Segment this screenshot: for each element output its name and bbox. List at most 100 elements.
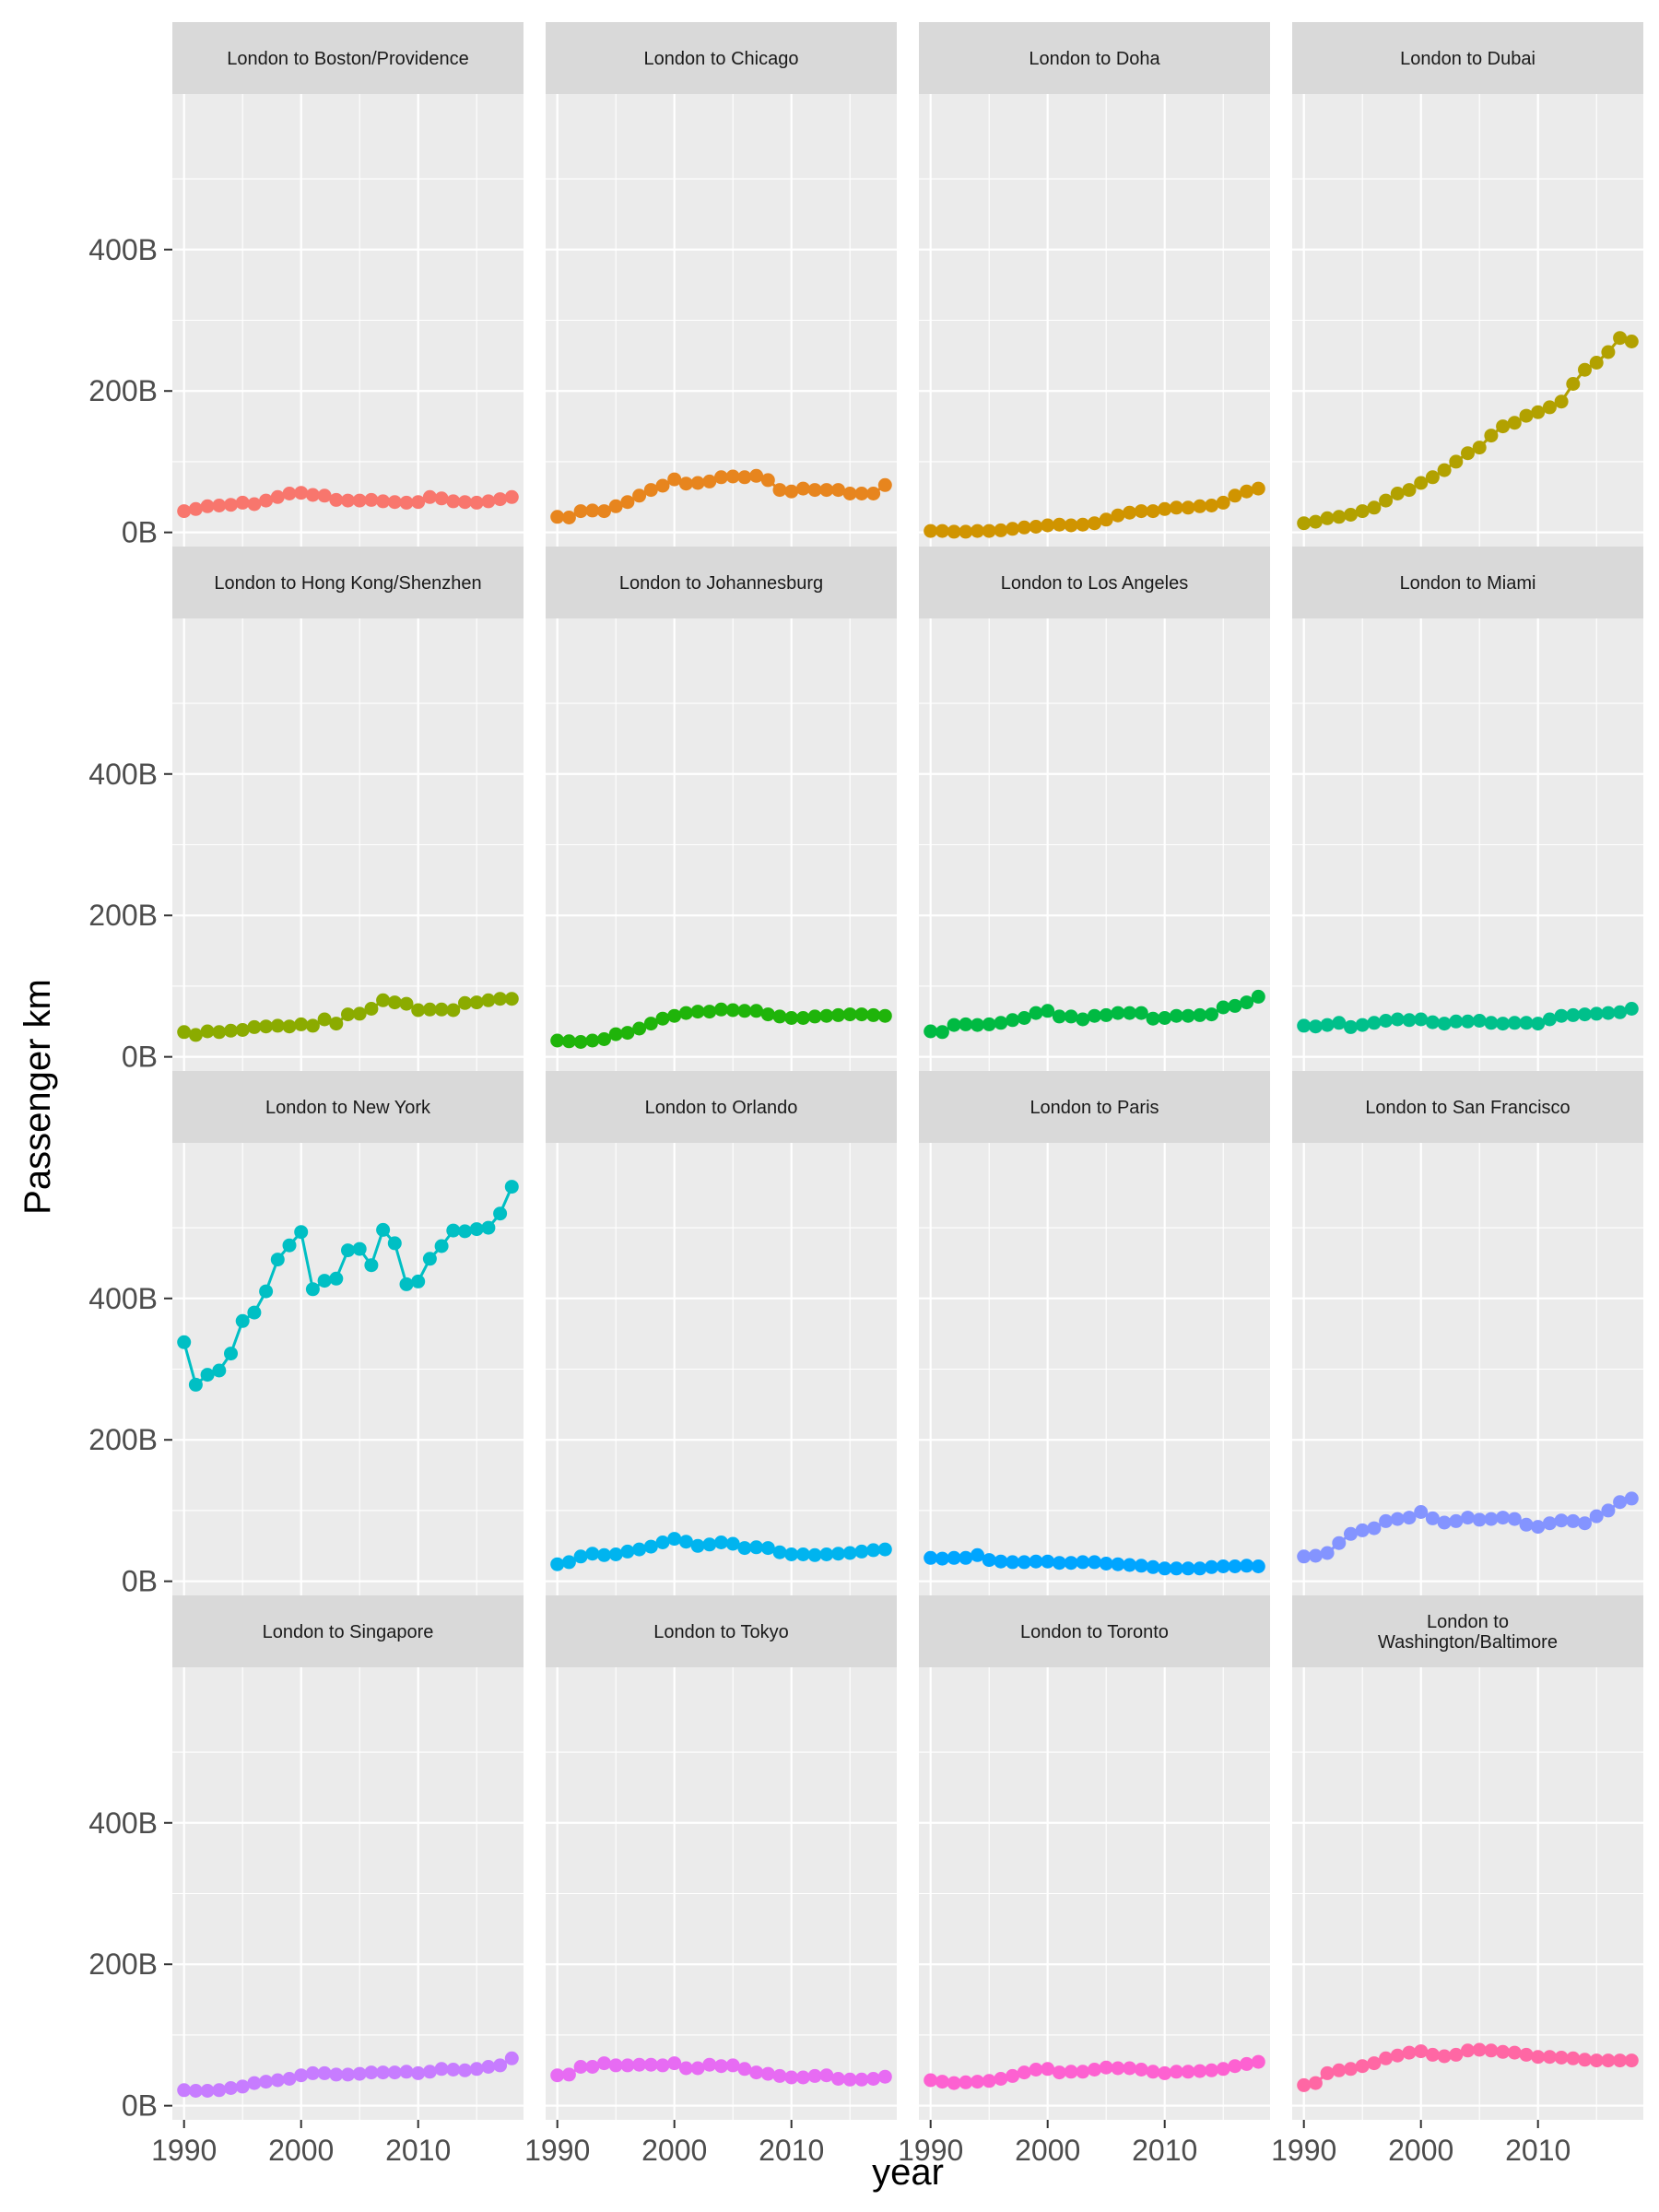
y-tick-label: 400B bbox=[88, 1806, 158, 1840]
data-point bbox=[1088, 2063, 1101, 2077]
data-point bbox=[690, 1538, 705, 1553]
data-point bbox=[667, 1532, 682, 1547]
data-point bbox=[1017, 1011, 1031, 1025]
facet-strip-label: London to Doha bbox=[1029, 49, 1160, 69]
data-point bbox=[831, 1007, 845, 1022]
data-point bbox=[212, 1025, 227, 1040]
data-point bbox=[411, 1274, 426, 1288]
data-point bbox=[550, 510, 565, 524]
data-point bbox=[935, 2075, 949, 2089]
data-point bbox=[1496, 419, 1511, 434]
data-point bbox=[1052, 1009, 1066, 1024]
facet-strip-label: London to Dubai bbox=[1400, 49, 1535, 69]
data-point bbox=[1169, 2065, 1183, 2079]
data-point bbox=[1437, 1515, 1452, 1530]
data-point bbox=[200, 2084, 215, 2098]
data-point bbox=[1169, 1561, 1183, 1576]
y-tick-label: 400B bbox=[88, 1282, 158, 1315]
data-point bbox=[200, 1024, 215, 1039]
data-point bbox=[1193, 2064, 1207, 2078]
x-axis: 1990 2000 2010 bbox=[898, 2120, 1197, 2167]
data-point bbox=[667, 1008, 682, 1023]
data-point bbox=[1355, 1523, 1370, 1537]
x-tick-label: 2000 bbox=[1015, 2134, 1080, 2167]
data-point bbox=[573, 1549, 588, 1564]
data-point bbox=[1052, 1556, 1066, 1571]
data-point bbox=[935, 1025, 949, 1040]
data-point bbox=[831, 2072, 845, 2086]
data-point bbox=[971, 2075, 984, 2089]
data-point bbox=[655, 1535, 670, 1549]
data-point bbox=[1181, 1561, 1195, 1576]
data-point bbox=[1390, 1512, 1405, 1526]
data-point bbox=[935, 524, 949, 538]
data-point bbox=[725, 469, 740, 484]
data-point bbox=[1425, 1015, 1440, 1030]
data-point bbox=[1578, 1007, 1592, 1022]
facet-strip bbox=[546, 22, 897, 94]
data-point bbox=[1531, 1520, 1546, 1535]
data-point bbox=[959, 524, 973, 539]
facet-strip-label: London to Boston/Providence bbox=[227, 49, 468, 69]
data-point bbox=[866, 2072, 881, 2086]
data-point bbox=[259, 1284, 274, 1299]
data-point bbox=[643, 483, 658, 498]
data-point bbox=[1320, 2065, 1335, 2080]
data-point bbox=[352, 1006, 367, 1021]
data-point bbox=[1496, 1511, 1511, 1525]
data-point bbox=[597, 1032, 611, 1046]
data-point bbox=[399, 495, 414, 510]
data-point bbox=[282, 1019, 297, 1034]
facet-strip bbox=[919, 547, 1270, 618]
data-point bbox=[1589, 1006, 1604, 1021]
data-point bbox=[632, 1021, 647, 1036]
data-point bbox=[329, 2067, 344, 2082]
data-point bbox=[678, 1006, 693, 1020]
data-point bbox=[1613, 2053, 1628, 2068]
data-point bbox=[1624, 1002, 1639, 1016]
data-point bbox=[819, 1547, 834, 1561]
x-tick-label: 2010 bbox=[1505, 2134, 1571, 2167]
data-point bbox=[819, 1008, 834, 1023]
data-point bbox=[411, 1003, 426, 1018]
data-point bbox=[842, 1546, 857, 1560]
facet-strip-label: London to Paris bbox=[1030, 1098, 1159, 1118]
data-point bbox=[737, 1541, 752, 1556]
facet-panel: London to Tokyo bbox=[546, 1595, 897, 2120]
data-point bbox=[1402, 1511, 1417, 1525]
data-point bbox=[760, 1541, 775, 1556]
data-point bbox=[924, 524, 938, 538]
data-point bbox=[866, 487, 881, 500]
data-point bbox=[994, 1016, 1008, 1030]
data-point bbox=[1390, 2048, 1405, 2063]
data-point bbox=[1484, 1512, 1499, 1526]
data-point bbox=[1461, 1014, 1475, 1029]
data-point bbox=[1542, 2050, 1557, 2065]
data-point bbox=[317, 2065, 332, 2080]
data-point bbox=[422, 2065, 437, 2079]
x-axis: 1990 2000 2010 bbox=[524, 2120, 824, 2167]
data-point bbox=[854, 487, 869, 500]
data-point bbox=[1472, 441, 1487, 455]
data-point bbox=[1367, 1016, 1382, 1030]
data-point bbox=[1355, 504, 1370, 519]
data-point bbox=[352, 1241, 367, 1256]
data-point bbox=[1041, 2062, 1055, 2077]
data-point bbox=[1158, 2065, 1172, 2080]
data-point bbox=[1507, 1512, 1522, 1526]
facet-strip bbox=[172, 22, 524, 94]
facet-strip-label: London to Orlando bbox=[645, 1098, 798, 1118]
data-point bbox=[1216, 1000, 1230, 1015]
facet-strip-label: London to Tokyo bbox=[653, 1622, 788, 1642]
data-point bbox=[1437, 463, 1452, 477]
data-point bbox=[760, 1007, 775, 1022]
data-point bbox=[247, 1305, 262, 1320]
data-point bbox=[854, 1007, 869, 1022]
data-point bbox=[1123, 1006, 1137, 1020]
data-point bbox=[772, 2068, 787, 2083]
data-point bbox=[632, 2057, 647, 2072]
data-point bbox=[749, 2065, 764, 2080]
data-point bbox=[1519, 1517, 1534, 1532]
data-point bbox=[1240, 995, 1254, 1010]
data-point bbox=[1344, 1526, 1358, 1541]
